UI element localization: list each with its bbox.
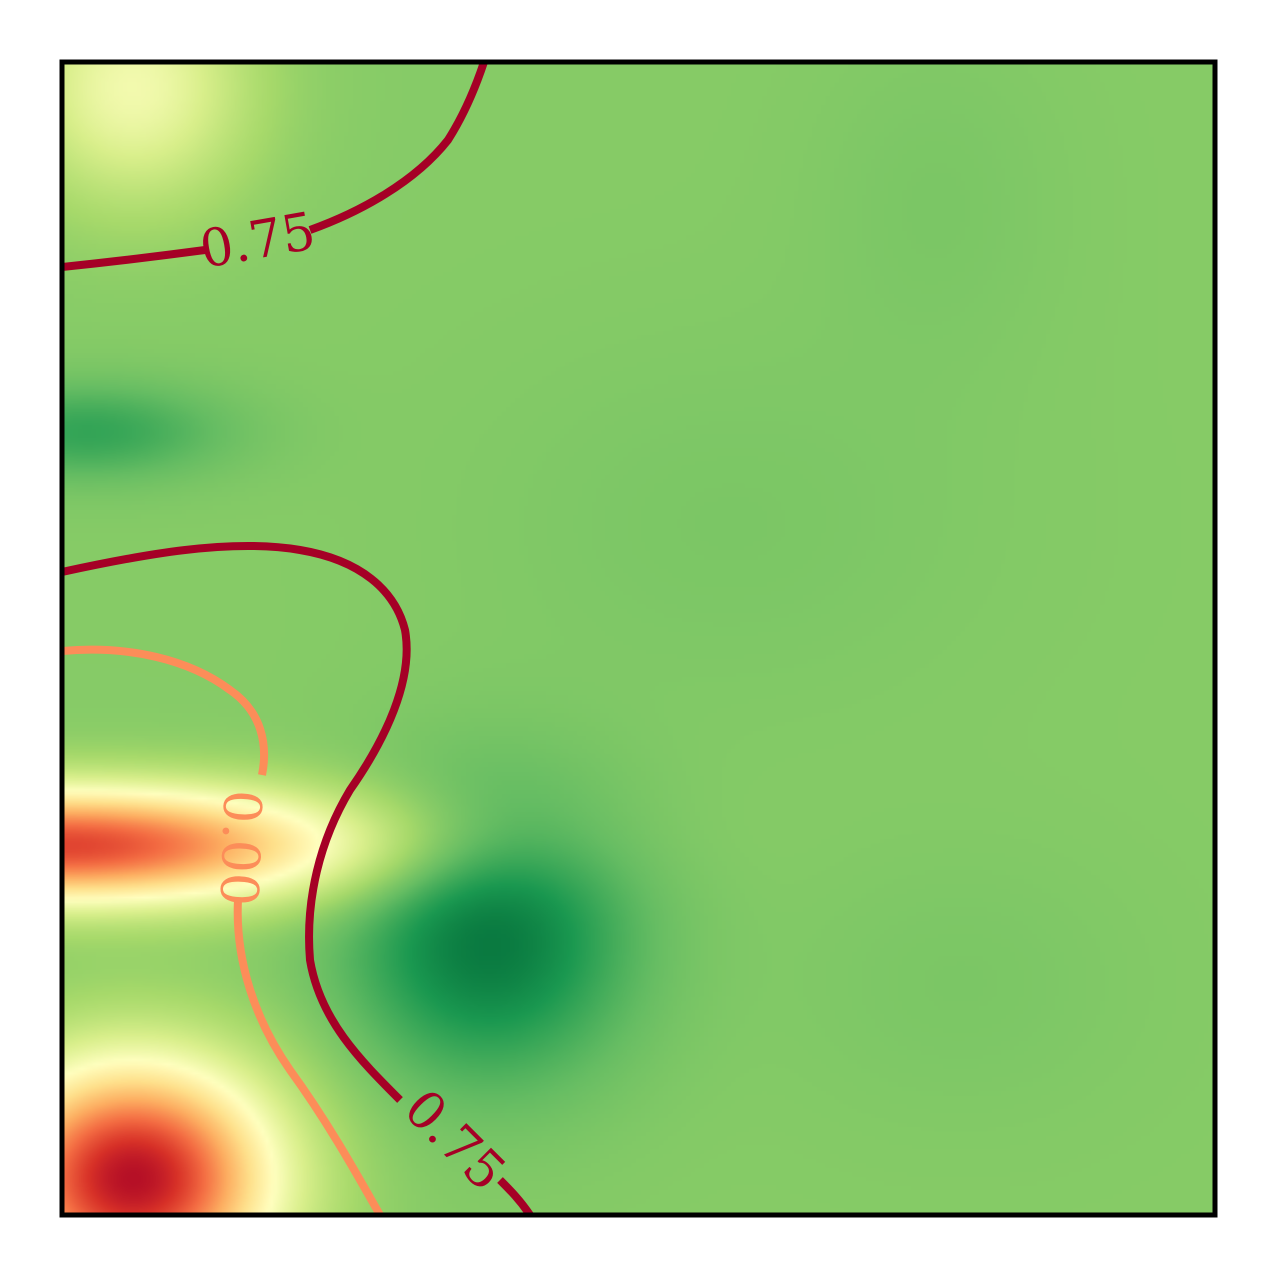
contour-label-0.00: 0.00 bbox=[208, 789, 272, 907]
